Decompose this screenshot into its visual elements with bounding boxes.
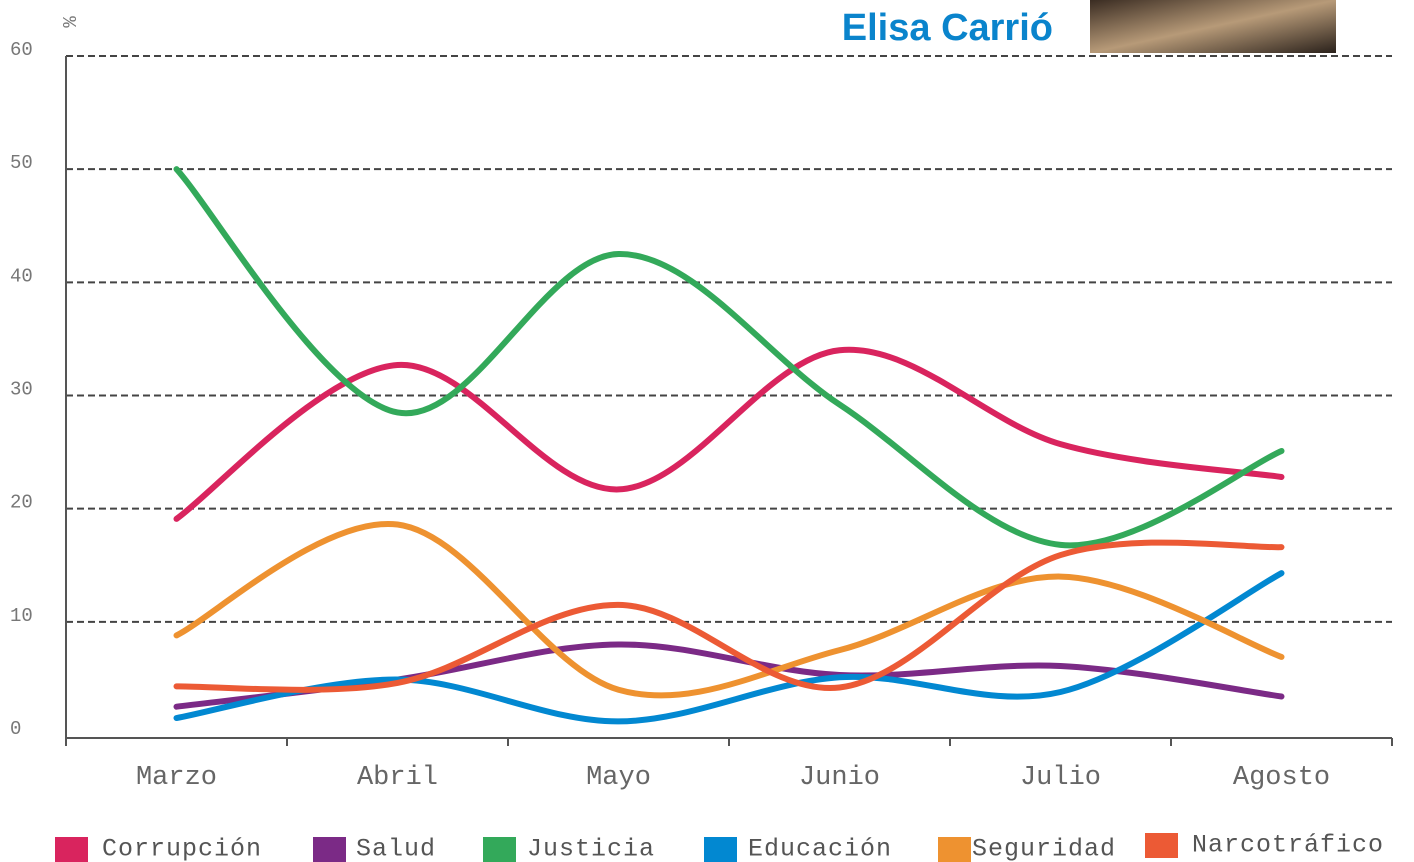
line-series <box>173 539 1285 693</box>
y-tick-label: 40 <box>10 265 33 287</box>
photo <box>1090 0 1336 53</box>
x-tick-label: Abril <box>357 763 438 793</box>
chart-title: Elisa Carrió <box>842 7 1053 49</box>
y-tick-label: 30 <box>10 379 33 401</box>
legend-label: Corrupción <box>102 835 262 862</box>
legend-label: Educación <box>748 835 892 862</box>
y-tick-label: 20 <box>10 492 33 514</box>
legend-label: Salud <box>356 835 436 862</box>
x-tick-label: Mayo <box>586 763 651 793</box>
x-tick-label: Julio <box>1020 763 1101 793</box>
legend-label: Seguridad <box>972 835 1116 862</box>
line-series <box>173 570 1285 725</box>
legend-swatch <box>55 837 88 862</box>
line-series <box>173 166 1285 549</box>
x-tick-label: Marzo <box>136 763 217 793</box>
legend-swatch <box>704 837 737 862</box>
legend-label: Narcotráfico <box>1192 831 1384 860</box>
x-tick-label: Junio <box>799 763 880 793</box>
y-tick-label: 60 <box>10 39 33 61</box>
legend-swatch <box>938 837 971 862</box>
y-tick-label: 50 <box>10 152 33 174</box>
legend-label: Justicia <box>527 835 655 862</box>
line-series <box>173 346 1285 522</box>
y-tick-label: 10 <box>10 605 33 627</box>
y-axis-label: % <box>57 16 79 28</box>
line-series <box>173 521 1285 699</box>
line-series <box>173 641 1285 710</box>
x-tick-label: Agosto <box>1233 763 1330 793</box>
legend-swatch <box>483 837 516 862</box>
legend-swatch <box>313 837 346 862</box>
legend-swatch <box>1145 833 1178 858</box>
y-tick-label: 0 <box>10 718 21 740</box>
